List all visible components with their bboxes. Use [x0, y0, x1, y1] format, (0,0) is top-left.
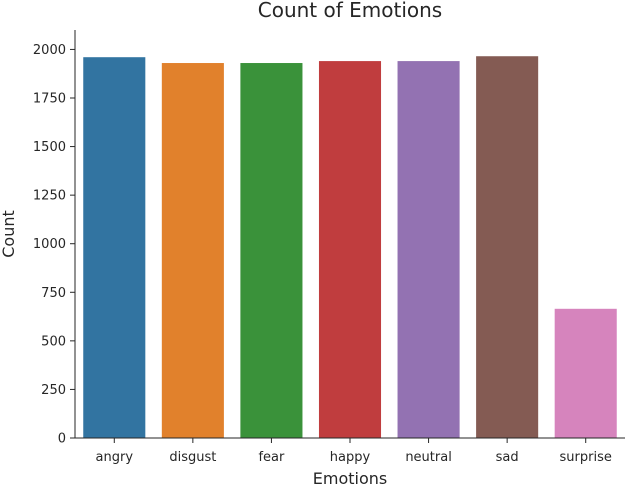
bar-fear [240, 63, 303, 439]
x-tick-label: surprise [560, 450, 612, 465]
bar-neutral [397, 61, 460, 438]
y-ticks-group: 0 250 500 750 1000 1250 1500 1750 2000 [33, 43, 75, 447]
bar-happy [318, 61, 382, 438]
bar-sad [476, 56, 539, 438]
y-tick-label: 1500 [33, 140, 66, 155]
y-tick-label: 500 [41, 334, 66, 349]
chart-title: Count of Emotions [258, 0, 442, 22]
y-tick-label: 1000 [33, 237, 66, 252]
y-tick-label: 2000 [33, 43, 66, 58]
x-axis-title: Emotions [313, 469, 387, 486]
y-tick-label: 1250 [33, 189, 66, 204]
x-tick-label: sad [496, 450, 519, 465]
bar-disgust [161, 63, 224, 439]
y-tick-label: 1750 [33, 92, 66, 107]
x-tick-label: angry [96, 450, 134, 465]
bar-surprise [554, 308, 617, 438]
y-axis-title: Count [0, 210, 18, 258]
x-tick-label: fear [258, 450, 285, 465]
bars-group [83, 56, 617, 439]
y-tick-label: 0 [58, 432, 66, 447]
x-ticks-group: angry disgust fear happy neutral sad surprise [96, 438, 612, 465]
y-tick-label: 750 [41, 286, 66, 301]
x-tick-label: disgust [169, 450, 216, 465]
x-tick-label: neutral [405, 450, 452, 465]
bar-angry [83, 57, 146, 438]
x-tick-label: happy [330, 450, 371, 465]
y-tick-label: 250 [41, 383, 66, 398]
